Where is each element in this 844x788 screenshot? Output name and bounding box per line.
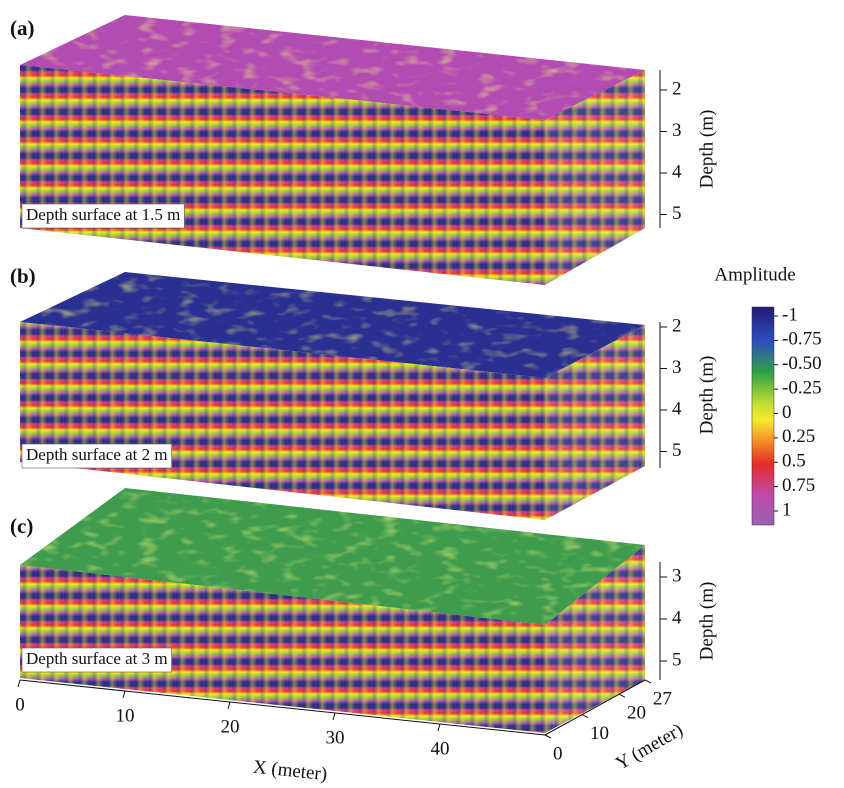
colorbar-tick-label: 0.5: [782, 451, 806, 472]
colorbar-tick-label: -1: [782, 304, 798, 325]
x-tick: [228, 702, 230, 709]
y-tick: [645, 680, 651, 683]
colorbar-tick-label: -0.25: [782, 377, 822, 398]
caption: Depth surface at 3 m: [26, 649, 168, 668]
panel-label: (c): [10, 514, 33, 538]
depth-tick-label: 5: [672, 440, 682, 461]
x-tick: [123, 691, 125, 698]
colorbar-tick-label: 0.25: [782, 426, 815, 447]
x-tick-label: 30: [326, 727, 345, 748]
depth-axis-label: Depth (m): [696, 582, 717, 661]
colorbar-title: Amplitude: [714, 264, 795, 285]
x-axis-label: X (meter): [252, 757, 328, 786]
panel-label: (a): [10, 16, 35, 40]
depth-tick-label: 5: [672, 649, 682, 670]
depth-tick-label: 4: [672, 161, 682, 182]
y-tick-label: 20: [627, 703, 646, 724]
y-tick: [582, 715, 588, 718]
depth-tick-label: 3: [672, 357, 682, 378]
depth-tick-label: 2: [672, 315, 682, 336]
colorbar-tick-label: 1: [782, 499, 792, 520]
x-tick-label: 20: [221, 716, 240, 737]
x-tick: [438, 724, 440, 731]
caption: Depth surface at 1.5 m: [26, 205, 180, 224]
colorbar-tick-label: -0.75: [782, 329, 822, 350]
y-tick-label: 27: [653, 688, 672, 709]
x-tick-label: 40: [431, 738, 450, 759]
y-axis-label: Y (meter): [612, 720, 686, 775]
caption: Depth surface at 2 m: [26, 445, 168, 464]
x-tick-label: 0: [15, 694, 25, 715]
depth-tick-label: 4: [672, 398, 682, 419]
colorbar-tick-label: -0.50: [782, 353, 822, 374]
gpr-block: [20, 272, 645, 520]
depth-tick-label: 2: [672, 78, 682, 99]
figure: (a) (b) (c) Amplitude Depth surface at 1…: [0, 0, 844, 788]
colorbar-tick-label: 0.75: [782, 475, 815, 496]
y-tick-label: 10: [590, 723, 609, 744]
x-tick: [18, 680, 20, 687]
depth-tick-label: 5: [672, 203, 682, 224]
colorbar-tick-label: 0: [782, 402, 792, 423]
depth-axis-label: Depth (m): [696, 110, 717, 189]
x-tick: [333, 713, 335, 720]
gpr-block: [20, 15, 645, 285]
panel-label: (b): [10, 264, 36, 288]
y-tick: [545, 735, 551, 738]
depth-tick-label: 3: [672, 565, 682, 586]
depth-tick-label: 3: [672, 120, 682, 141]
colorbar: [752, 307, 774, 525]
y-tick-label: 0: [553, 743, 563, 764]
y-tick: [619, 694, 625, 697]
gpr-block: [20, 488, 645, 733]
x-tick-label: 10: [116, 705, 135, 726]
depth-axis-label: Depth (m): [696, 356, 717, 435]
depth-tick-label: 4: [672, 607, 682, 628]
